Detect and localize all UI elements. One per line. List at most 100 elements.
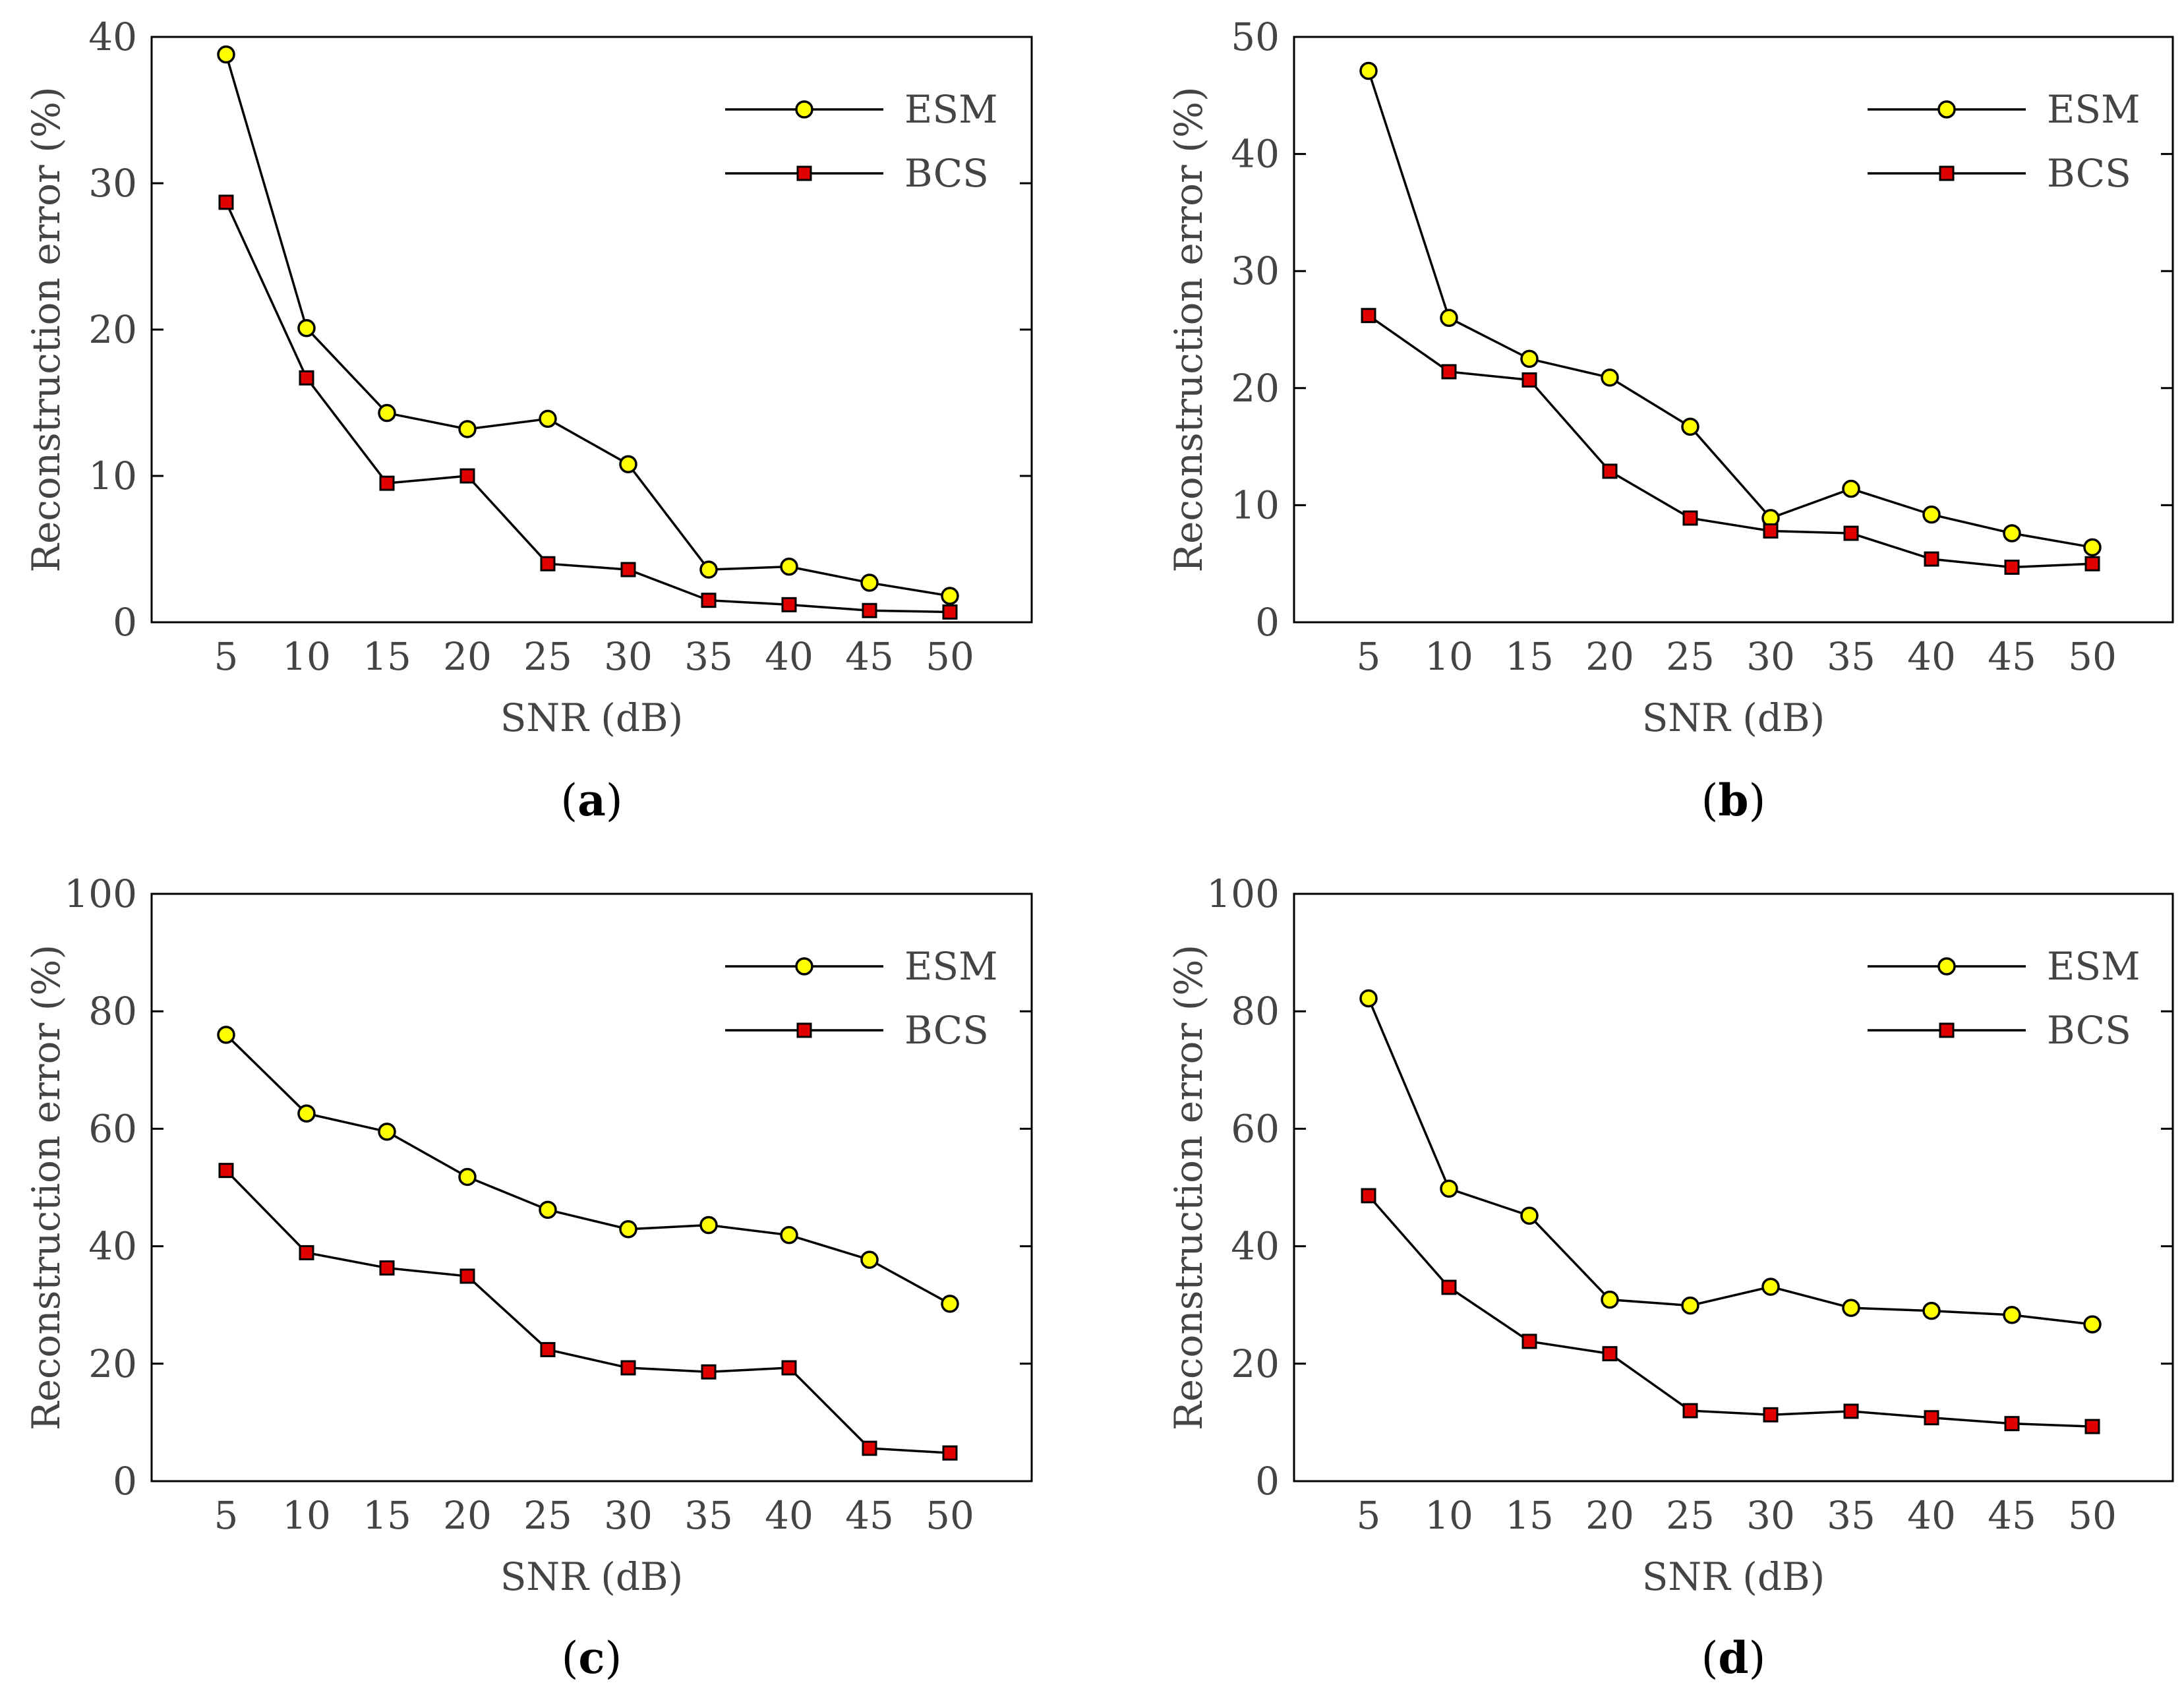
y-axis-title: Reconstruction error (%) [1166,86,1211,572]
x-tick-label: 5 [1357,634,1381,679]
point-bcs [701,1364,717,1380]
point-esm [458,1167,477,1187]
point-esm [2083,1315,2102,1334]
plot-frame [1293,893,2174,1482]
point-bcs [2004,1416,2020,1432]
x-tick-label: 5 [214,1493,239,1538]
point-bcs [1441,364,1457,380]
x-tick-label: 10 [1425,634,1473,679]
y-tick-label: 10 [1231,483,1280,527]
x-tick-label: 25 [1666,634,1715,679]
point-esm [860,573,879,592]
y-tick-label: 80 [1231,989,1280,1034]
point-esm [1681,417,1699,436]
point-esm [619,455,637,473]
panel-caption: (b) [1701,775,1766,826]
point-esm [539,409,557,428]
x-tick-label: 25 [523,634,572,679]
point-esm [699,1216,718,1235]
x-tick-label: 30 [1746,1493,1795,1538]
y-tick-label: 40 [1231,1224,1280,1269]
legend: ESM BCS [725,87,997,196]
x-axis-title: SNR (dB) [1642,695,1825,740]
point-bcs [1682,510,1698,526]
point-esm [860,1250,879,1269]
point-bcs [218,1163,234,1179]
point-bcs [1521,372,1537,388]
series-line-bcs [225,1169,951,1454]
point-esm [378,403,396,423]
point-esm [780,557,798,576]
point-bcs [1602,1346,1618,1362]
y-tick-label: 80 [88,989,137,1034]
point-bcs [1924,1410,1939,1426]
point-bcs [1441,1279,1457,1295]
y-axis-title: Reconstruction error (%) [24,945,69,1430]
point-esm [1359,989,1378,1008]
point-bcs [862,602,877,618]
legend-marker-esm [795,100,813,119]
legend-marker-bcs [1939,1022,1955,1038]
x-tick-label: 10 [282,634,331,679]
point-esm [1359,61,1378,80]
point-esm [217,45,235,64]
point-esm [1520,349,1539,368]
x-tick-label: 45 [1988,634,2036,679]
y-tick-label: 30 [88,161,137,206]
legend-marker-bcs [796,165,812,181]
y-tick-label: 40 [88,1224,137,1269]
y-tick-label: 20 [1231,1341,1280,1386]
series-line-esm [225,1034,951,1305]
panel-d: 0 20 40 60 80 100 5 10 15 20 25 30 35 40 45 50 SNR (dB) R… [1166,871,2174,1684]
x-tick-label: 30 [604,1493,653,1538]
x-tick-label: 35 [684,634,733,679]
legend-marker-bcs [1939,165,1955,181]
y-tick-label: 0 [113,600,137,645]
legend-marker-esm [795,957,813,976]
point-esm [1681,1296,1699,1315]
x-tick-label: 15 [1505,634,1554,679]
x-tick-label: 50 [926,634,974,679]
point-esm [699,560,718,579]
point-esm [1922,1301,1941,1320]
point-bcs [459,1268,475,1284]
legend-marker-esm [1937,100,1956,119]
panel-caption: (a) [560,775,622,826]
y-tick-label: 0 [1255,600,1280,645]
y-tick-label: 40 [1231,132,1280,177]
point-bcs [459,468,475,484]
legend-label-bcs: BCS [2047,151,2131,196]
panel-caption: (c) [562,1632,622,1684]
legend: ESM BCS [725,944,997,1053]
y-tick-label: 50 [1231,15,1280,59]
y-tick-label: 0 [1255,1459,1280,1504]
point-esm [217,1026,235,1044]
legend-label-esm: ESM [904,944,997,989]
point-esm [1601,1290,1619,1309]
point-esm [297,1104,316,1123]
series-line-esm [1367,70,2093,549]
y-axis-title: Reconstruction error (%) [24,86,69,572]
point-esm [2003,524,2021,542]
x-tick-label: 30 [1746,634,1795,679]
legend-marker-esm [1937,957,1956,976]
point-esm [2083,538,2102,557]
plot-frame [150,893,1033,1482]
x-tick-label: 25 [523,1493,572,1538]
point-bcs [2084,556,2100,572]
point-bcs [1763,1407,1779,1422]
point-bcs [2004,560,2020,575]
x-axis-title: SNR (dB) [500,1554,684,1599]
legend-label-esm: ESM [2047,944,2140,989]
point-esm [1842,479,1860,498]
point-bcs [1682,1403,1698,1419]
point-esm [941,587,959,605]
point-bcs [1361,1188,1376,1204]
panel-c: 0 20 40 60 80 100 5 10 15 20 25 30 35 40 45 50 SNR (dB) R… [24,871,1033,1684]
point-bcs [2084,1419,2100,1434]
point-esm [780,1225,798,1245]
legend-marker-bcs [796,1022,812,1038]
point-bcs [781,1360,797,1376]
y-tick-label: 20 [88,1341,137,1386]
